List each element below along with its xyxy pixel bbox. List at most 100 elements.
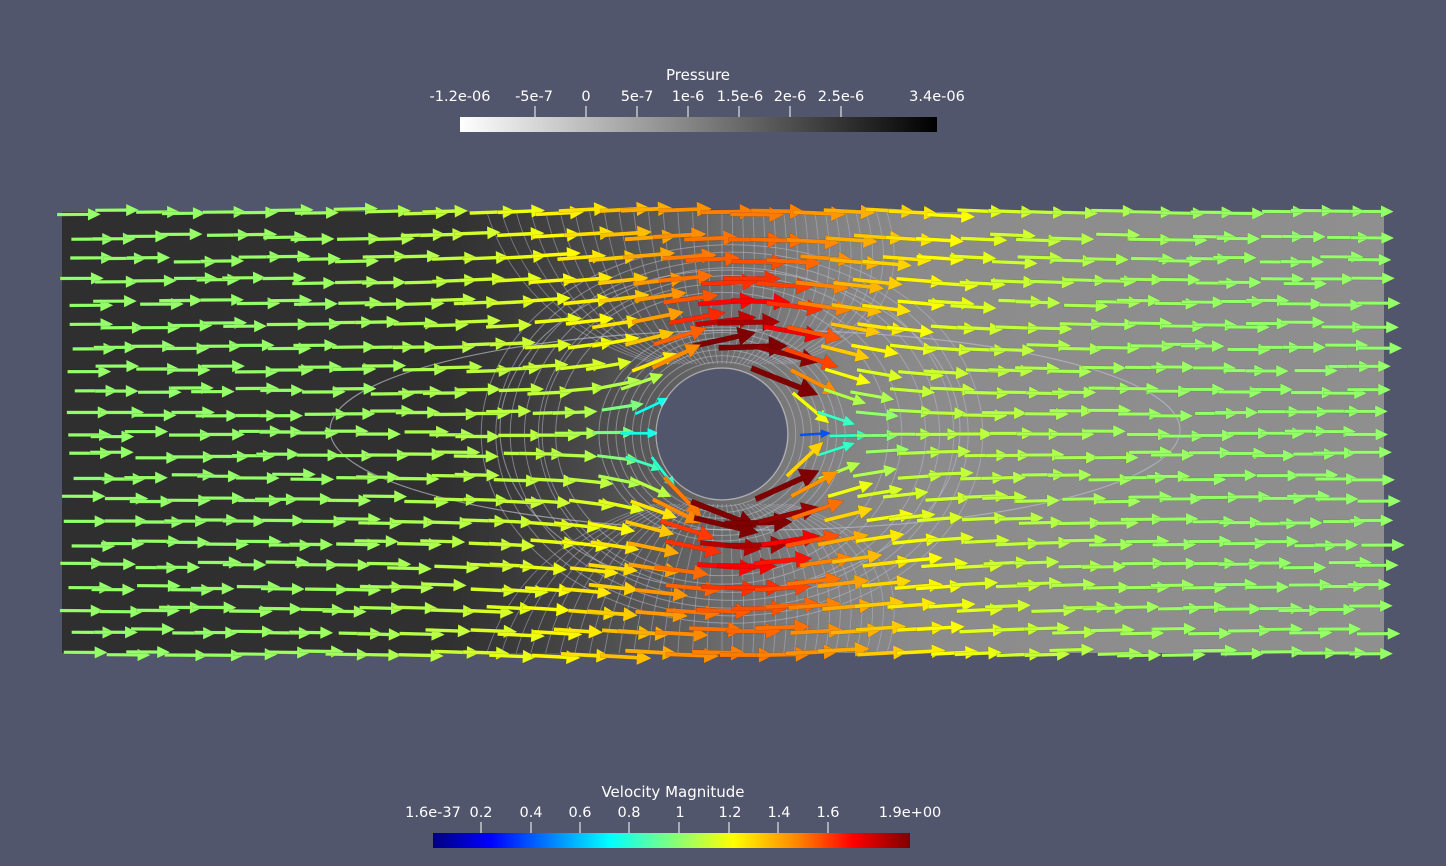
velocity-arrow-glyph bbox=[462, 250, 510, 265]
velocity-arrow-glyph bbox=[916, 620, 966, 635]
velocity-arrow-glyph bbox=[783, 346, 839, 370]
velocity-color-legend[interactable]: Velocity Magnitude 1.6e-37 0.2 0.4 0.6 0.8 1 1… bbox=[405, 783, 941, 848]
velocity-arrow-glyph bbox=[1220, 206, 1266, 221]
velocity-arrow-glyph bbox=[895, 274, 946, 289]
velocity-arrow-glyph bbox=[1281, 230, 1327, 244]
velocity-arrow-glyph bbox=[1347, 253, 1393, 267]
velocity-arrow-glyph bbox=[1014, 493, 1061, 508]
velocity-arrow-glyph bbox=[691, 326, 757, 349]
velocity-arrow-glyph bbox=[587, 521, 636, 537]
velocity-arrow-glyph bbox=[1084, 252, 1130, 267]
velocity-arrow-glyph bbox=[1351, 473, 1396, 487]
velocity-arrow-glyph bbox=[627, 540, 681, 559]
velocity-arrow-glyph bbox=[731, 253, 789, 271]
velocity-arrow-glyph bbox=[1120, 556, 1166, 570]
velocity-arrow-glyph bbox=[658, 268, 714, 286]
velocity-arrow-glyph bbox=[129, 494, 174, 509]
velocity-arrow-glyph bbox=[897, 469, 944, 483]
velocity-arrow-glyph bbox=[631, 307, 685, 325]
velocity-arrow-glyph bbox=[1348, 445, 1393, 459]
velocity-arrow-glyph bbox=[166, 535, 211, 549]
velocity-arrow-glyph bbox=[588, 249, 640, 265]
velocity-arrow-glyph bbox=[1158, 492, 1204, 506]
velocity-arrow-glyph bbox=[980, 470, 1027, 485]
velocity-arrow-glyph bbox=[829, 255, 882, 271]
velocity-arrow-glyph bbox=[222, 514, 267, 528]
velocity-arrow-glyph bbox=[588, 580, 640, 597]
velocity-arrow-glyph bbox=[288, 626, 334, 640]
velocity-arrow-glyph bbox=[817, 641, 871, 658]
velocity-arrow-glyph bbox=[587, 606, 639, 622]
pressure-tick-label: 1.5e-6 bbox=[717, 89, 763, 105]
pressure-color-bar bbox=[460, 117, 937, 132]
velocity-tick-label: 1.9e+00 bbox=[879, 805, 942, 821]
velocity-arrow-glyph bbox=[1081, 424, 1127, 438]
velocity-arrow-glyph bbox=[552, 449, 599, 463]
velocity-arrow-glyph bbox=[1279, 297, 1324, 311]
velocity-arrow-glyph bbox=[1293, 646, 1339, 660]
velocity-arrow-glyph bbox=[206, 228, 252, 242]
velocity-arrow-glyph bbox=[961, 511, 1009, 526]
velocity-arrow-glyph bbox=[856, 428, 900, 442]
velocity-arrow-glyph bbox=[981, 406, 1028, 420]
velocity-arrow-glyph bbox=[365, 448, 411, 462]
velocity-arrow-glyph bbox=[261, 513, 306, 528]
velocity-arrow-glyph bbox=[1187, 534, 1233, 548]
velocity-arrow-glyph bbox=[831, 549, 884, 565]
velocity-arrow-glyph bbox=[894, 551, 944, 567]
velocity-glyphs bbox=[56, 201, 1406, 666]
pressure-contour bbox=[574, 211, 681, 365]
velocity-arrow-glyph bbox=[989, 343, 1036, 358]
velocity-arrow-glyph bbox=[466, 363, 513, 378]
pressure-contour bbox=[486, 503, 655, 654]
velocity-arrow-glyph bbox=[1051, 625, 1098, 640]
velocity-arrow-glyph bbox=[560, 648, 612, 664]
velocity-arrow-glyph bbox=[140, 515, 185, 529]
velocity-arrow-glyph bbox=[326, 558, 372, 572]
velocity-arrow-glyph bbox=[329, 315, 375, 329]
velocity-arrow-glyph bbox=[816, 441, 856, 458]
velocity-arrow-glyph bbox=[620, 372, 665, 391]
velocity-arrow-glyph bbox=[56, 207, 102, 221]
velocity-arrow-glyph bbox=[200, 491, 246, 505]
velocity-arrow-glyph bbox=[1282, 340, 1327, 354]
velocity-arrow-glyph bbox=[1249, 382, 1294, 397]
velocity-arrow-glyph bbox=[1090, 204, 1137, 218]
velocity-arrow-glyph bbox=[1086, 580, 1133, 595]
velocity-arrow-glyph bbox=[855, 408, 900, 422]
velocity-arrow-glyph bbox=[433, 645, 481, 660]
velocity-arrow-glyph bbox=[750, 232, 806, 249]
velocity-arrow-glyph bbox=[1061, 492, 1108, 506]
velocity-arrow-glyph bbox=[956, 204, 1006, 219]
velocity-arrow-glyph bbox=[651, 343, 702, 370]
velocity-arrow-glyph bbox=[1220, 647, 1266, 661]
velocity-arrow-glyph bbox=[1185, 252, 1231, 266]
velocity-arrow-glyph bbox=[132, 408, 178, 422]
pressure-color-legend[interactable]: Pressure -1.2e-06 -5e-7 0 5e-7 1e-6 1.5e-6 2e-… bbox=[430, 66, 965, 132]
velocity-arrow-glyph bbox=[1317, 404, 1363, 418]
velocity-arrow-glyph bbox=[102, 251, 148, 265]
velocity-arrow-glyph bbox=[527, 385, 574, 400]
velocity-arrow-glyph bbox=[823, 387, 867, 406]
velocity-arrow-glyph bbox=[1290, 204, 1336, 218]
flow-domain[interactable] bbox=[56, 201, 1406, 666]
velocity-arrow-glyph bbox=[495, 361, 543, 376]
velocity-arrow-glyph bbox=[662, 288, 720, 306]
velocity-arrow-glyph bbox=[461, 514, 509, 528]
velocity-arrow-glyph bbox=[431, 469, 478, 483]
velocity-arrow-glyph bbox=[853, 230, 905, 246]
velocity-arrow-glyph bbox=[256, 447, 301, 461]
velocity-arrow-glyph bbox=[499, 249, 548, 264]
velocity-arrow-glyph bbox=[601, 399, 645, 412]
velocity-arrow-glyph bbox=[453, 449, 500, 464]
velocity-arrow-glyph bbox=[991, 256, 1039, 270]
velocity-arrow-glyph bbox=[552, 405, 599, 419]
velocity-arrow-glyph bbox=[1216, 232, 1261, 246]
velocity-arrow-glyph bbox=[1157, 601, 1203, 616]
velocity-arrow-glyph bbox=[662, 475, 702, 517]
velocity-arrow-glyph bbox=[949, 300, 998, 315]
velocity-arrow-glyph bbox=[898, 445, 945, 460]
velocity-arrow-glyph bbox=[530, 535, 579, 550]
velocity-arrow-glyph bbox=[786, 324, 843, 344]
